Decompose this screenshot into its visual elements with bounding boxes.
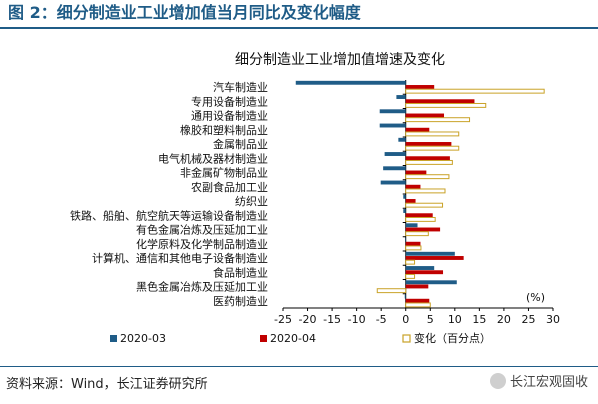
x-tick-label: 25 [521, 313, 535, 326]
bar-2020-03 [405, 266, 435, 270]
unit-label: (%) [526, 291, 545, 304]
bar-change [405, 102, 487, 108]
bar-change [405, 245, 422, 251]
category-label: 有色金属冶炼及压延加工业 [136, 223, 268, 237]
category-label: 专用设备制造业 [191, 94, 268, 108]
category-label: 农副食品加工业 [191, 180, 268, 194]
footer-rule [0, 366, 598, 367]
legend-swatch-2020-04 [260, 335, 267, 342]
bar-change [376, 288, 407, 294]
title-rule [0, 27, 598, 29]
bar-change [405, 131, 460, 137]
x-tick-label: 15 [472, 313, 486, 326]
category-label: 电气机械及器材制造业 [158, 151, 268, 165]
category-label: 黑色金属冶炼及压延加工业 [136, 280, 268, 294]
bar-2020-04 [405, 85, 435, 89]
figure-title: 图 2：细分制造业工业增加值当月同比及变化幅度 [0, 0, 598, 26]
category-label: 非金属矿物制品业 [180, 166, 268, 180]
watermark-text: 长江宏观固收 [509, 375, 588, 390]
bar-change [405, 159, 453, 165]
bar-2020-04 [405, 227, 441, 232]
legend-label-2020-03: 2020-03 [120, 332, 166, 345]
x-tick-label: -15 [323, 313, 341, 326]
bar-2020-04 [405, 270, 444, 275]
chart-title: 细分制造业工业增加值增速及变化 [235, 52, 445, 68]
bar-2020-03 [403, 194, 406, 199]
bar-2020-04 [405, 213, 433, 218]
bar-2020-03 [405, 251, 455, 256]
wechat-icon [489, 372, 506, 389]
bar-2020-03 [398, 137, 406, 142]
legend-swatch-2020-03 [110, 335, 117, 342]
x-tick-label: 0 [402, 313, 409, 326]
x-tick-label: 20 [497, 313, 511, 326]
x-tick-label: 10 [448, 313, 462, 326]
source-note: 资料来源：Wind，长江证券研究所 [6, 377, 208, 392]
category-label: 医药制造业 [213, 294, 268, 308]
bar-2020-04 [405, 127, 430, 132]
bar-2020-04 [405, 99, 475, 104]
category-label: 橡胶和塑料制品业 [180, 123, 268, 137]
legend: 2020-03 2020-04 变化（百分点） [110, 331, 491, 345]
bar-2020-03 [380, 180, 406, 185]
category-label: 汽车制造业 [213, 80, 268, 94]
bar-2020-03 [379, 109, 406, 114]
bar-2020-03 [383, 166, 406, 171]
chart: 细分制造业工业增加值增速及变化 -25 -20 -15 -10 -5 0 5 10 15 20 25… [70, 52, 560, 345]
bar-2020-04 [405, 298, 430, 303]
bar-2020-04 [405, 284, 429, 289]
bar-2020-04 [405, 113, 445, 118]
category-label: 铁路、船舶、航空航天等运输设备制造业 [70, 208, 268, 222]
category-label: 通用设备制造业 [191, 109, 268, 123]
bar-2020-04 [405, 184, 421, 189]
category-label: 化学原料及化学制品制造业 [136, 237, 268, 251]
legend-label-2020-04: 2020-04 [270, 332, 316, 345]
bar-change [405, 216, 436, 222]
bar-2020-03 [405, 223, 418, 228]
bar-change [405, 188, 446, 194]
bar-2020-03 [405, 280, 457, 285]
bar-2020-03 [379, 123, 406, 128]
bar-change [405, 231, 429, 237]
legend-swatch-change [402, 334, 411, 343]
bar-2020-04 [405, 241, 421, 246]
category-label: 计算机、通信和其他电子设备制造业 [92, 251, 268, 265]
category-label: 金属制品业 [213, 137, 268, 151]
bar-change [405, 302, 431, 308]
category-label: 纺织业 [235, 194, 268, 208]
bar-change [405, 88, 545, 94]
x-tick-label: -5 [376, 313, 387, 326]
legend-label-change: 变化（百分点） [414, 331, 491, 345]
watermark: 长江宏观固收 [489, 371, 588, 390]
x-tick-label: -20 [299, 313, 317, 326]
bar-2020-04 [405, 142, 452, 146]
bar-2020-03 [295, 80, 406, 85]
category-label: 食品制造业 [213, 265, 268, 279]
bar-2020-04 [405, 199, 416, 203]
bar-change [405, 259, 416, 265]
x-tick-label: 5 [427, 313, 434, 326]
bar-change [405, 174, 450, 180]
bar-2020-04 [405, 156, 450, 161]
bar-2020-03 [404, 294, 406, 299]
x-tick-label: -10 [348, 313, 366, 326]
bar-2020-03 [403, 209, 406, 213]
bar-2020-03 [384, 152, 406, 156]
bar-2020-04 [405, 256, 464, 260]
x-tick-label: -25 [274, 313, 292, 326]
bar-2020-03 [405, 237, 406, 242]
bar-2020-03 [396, 95, 406, 99]
bar-change [405, 273, 416, 279]
x-tick-label: 30 [546, 313, 560, 326]
bar-change [405, 202, 444, 208]
bar-change [405, 145, 460, 151]
bar-2020-04 [405, 170, 427, 175]
bar-change [405, 117, 471, 123]
